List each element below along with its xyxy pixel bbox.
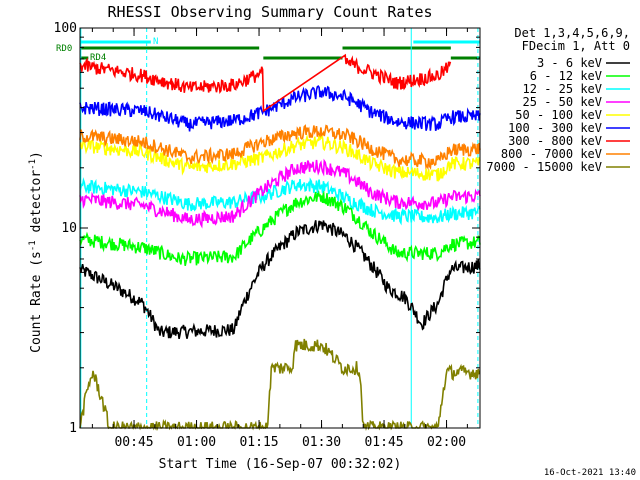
y-tick-label-2: 100: [54, 21, 77, 36]
x-tick-label-4: 01:45: [364, 435, 403, 450]
legend-label-5: 100 - 300 keV: [508, 121, 602, 135]
flag-label-rd4: RD4: [90, 53, 106, 63]
legend-label-8: 7000 - 15000 keV: [486, 160, 602, 174]
legend-label-3: 25 - 50 keV: [523, 95, 602, 109]
x-tick-label-0: 00:45: [114, 435, 153, 450]
legend-label-2: 12 - 25 keV: [523, 82, 602, 96]
legend-header-line-2: FDecim 1, Att 0: [522, 39, 630, 53]
flag-label-n: N: [153, 37, 158, 47]
plot-area: N RD0 RD4 1 10 100 00:45 01:00 01:15 01:30 01:45 02…: [54, 21, 481, 450]
series-line-2: [79, 177, 481, 226]
x-tick-label-3: 01:30: [302, 435, 341, 450]
series-line-0: [79, 220, 481, 340]
timestamp: 16-Oct-2021 13:40: [544, 468, 636, 478]
y-axis-label: Count Rate (s-1 detector-1): [28, 151, 44, 353]
y-tick-label-1: 10: [61, 221, 77, 236]
series-line-6: [79, 53, 452, 113]
y-tick-label-0: 1: [69, 421, 77, 436]
series-line-8: [79, 338, 481, 432]
x-tick-label-1: 01:00: [177, 435, 216, 450]
x-tick-label-5: 02:00: [427, 435, 466, 450]
x-tick-label-2: 01:15: [239, 435, 278, 450]
series-line-7: [79, 124, 481, 171]
legend-label-4: 50 - 100 keV: [515, 108, 602, 122]
legend-label-6: 300 - 800 keV: [508, 134, 602, 148]
x-axis-label: Start Time (16-Sep-07 00:32:02): [159, 457, 402, 472]
series-line-4: [79, 132, 481, 182]
flag-label-rd0: RD0: [56, 44, 72, 54]
legend-label-0: 3 - 6 keV: [537, 56, 602, 70]
chart-title: RHESSI Observing Summary Count Rates: [107, 3, 432, 21]
series-line-1: [79, 190, 481, 266]
legend-label-1: 6 - 12 keV: [530, 69, 602, 83]
series-line-3: [79, 158, 481, 229]
legend-label-7: 800 - 7000 keV: [501, 147, 602, 161]
legend-header-line-1: Det 1,3,4,5,6,9,: [514, 26, 630, 40]
series-line-5: [79, 85, 481, 132]
legend-header: Det 1,3,4,5,6,9, FDecim 1, Att 0: [514, 26, 630, 53]
